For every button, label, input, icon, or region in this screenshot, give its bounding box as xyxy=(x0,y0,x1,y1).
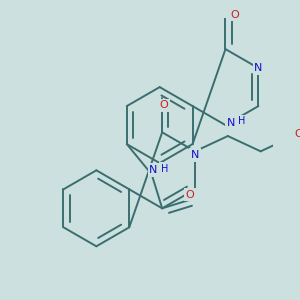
Text: O: O xyxy=(295,129,300,139)
Text: O: O xyxy=(230,10,239,20)
Text: O: O xyxy=(160,100,168,110)
Text: N: N xyxy=(149,165,158,175)
Text: O: O xyxy=(185,190,194,200)
Text: H: H xyxy=(238,116,245,127)
Text: N: N xyxy=(191,150,199,160)
Text: N: N xyxy=(254,63,262,73)
Text: N: N xyxy=(227,118,235,128)
Text: H: H xyxy=(161,164,168,174)
